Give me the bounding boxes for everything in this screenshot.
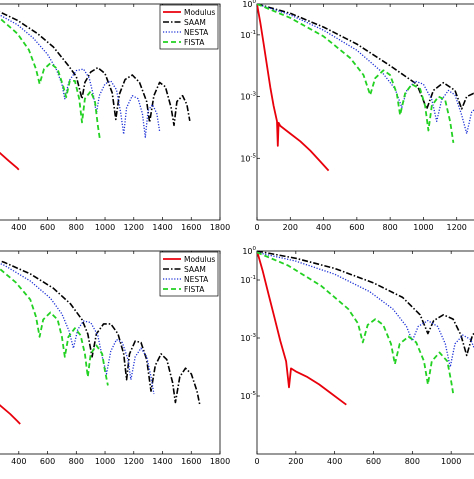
series-line-fista: [0, 17, 101, 141]
x-tick-label: 800: [69, 223, 84, 232]
x-tick-label: 800: [69, 457, 84, 466]
x-tick-label: 0: [254, 223, 259, 232]
legend-label-modulus: Modulus: [184, 8, 215, 17]
x-tick-label: 800: [383, 223, 398, 232]
y-tick-label: 10-1: [240, 30, 256, 40]
plot-frame: [256, 3, 474, 221]
x-tick-label: 400: [327, 457, 342, 466]
series-line-fista: [257, 4, 455, 144]
y-tick-label: 10-3: [240, 333, 256, 343]
plot-frame: [0, 3, 221, 221]
x-tick-label: 400: [316, 223, 331, 232]
chart-top-left: 400 600 800 1000 1200 1400 1600 1800 ModulusSAAM…: [0, 3, 230, 232]
series-line-modulus: [0, 151, 20, 171]
x-tick-label: 1000: [441, 457, 461, 466]
x-tick-label: 0: [254, 457, 259, 466]
x-tick-label: 600: [40, 223, 55, 232]
plot-frame: [0, 250, 221, 455]
series-line-saam: [0, 260, 201, 406]
legend-label-modulus: Modulus: [184, 255, 215, 264]
x-tick-label: 1000: [95, 223, 115, 232]
x-tick-label: 1400: [152, 223, 172, 232]
x-tick-label: 600: [40, 457, 55, 466]
series-group: [0, 260, 201, 425]
plot-frame: [256, 250, 474, 455]
series-line-modulus: [257, 251, 347, 406]
series-group: [257, 251, 474, 406]
chart-bottom-left: 400 600 800 1000 1200 1400 1600 1800 ModulusSAAM…: [0, 250, 230, 466]
series-line-nesta: [257, 4, 474, 135]
series-line-nesta: [257, 251, 474, 368]
legend-label-nesta: NESTA: [184, 275, 209, 284]
series-line-saam: [257, 4, 474, 110]
x-tick-label: 1800: [210, 457, 230, 466]
legend-label-nesta: NESTA: [184, 28, 209, 37]
x-tick-label: 400: [11, 223, 26, 232]
series-line-nesta: [0, 262, 155, 395]
x-tick-label: 1000: [95, 457, 115, 466]
x-tick-label: 1600: [181, 223, 201, 232]
x-tick-label: 200: [288, 457, 303, 466]
legend-label-saam: SAAM: [184, 18, 206, 27]
y-tick-label: 10-3: [240, 92, 256, 102]
series-line-fista: [0, 267, 109, 386]
x-tick-label: 800: [405, 457, 420, 466]
x-tick-label: 1200: [124, 457, 144, 466]
x-tick-label: 200: [283, 223, 298, 232]
legend-label-fista: FISTA: [184, 38, 205, 47]
series-line-saam: [0, 11, 191, 127]
y-tick-label: 10-1: [240, 275, 256, 285]
x-tick-label: 1200: [447, 223, 467, 232]
x-tick-label: 600: [366, 457, 381, 466]
chart-top-right: 020040060080010001200140010010-110-310-5: [240, 0, 474, 232]
series-line-modulus: [257, 4, 330, 172]
legend-label-saam: SAAM: [184, 265, 206, 274]
x-tick-label: 600: [349, 223, 364, 232]
x-tick-label: 1200: [124, 223, 144, 232]
series-line-fista: [257, 251, 454, 394]
x-tick-label: 1400: [152, 457, 172, 466]
y-tick-label: 10-5: [240, 391, 256, 401]
series-line-saam: [257, 251, 474, 357]
y-tick-label: 100: [242, 246, 256, 256]
x-tick-label: 1800: [210, 223, 230, 232]
y-tick-label: 10-5: [240, 153, 256, 163]
series-line-modulus: [0, 404, 21, 425]
series-line-nesta: [0, 14, 161, 138]
x-tick-label: 400: [11, 457, 26, 466]
x-tick-label: 1000: [413, 223, 433, 232]
series-group: [257, 4, 474, 172]
series-group: [0, 11, 191, 171]
y-tick-label: 100: [242, 0, 256, 9]
x-tick-label: 1600: [181, 457, 201, 466]
legend-label-fista: FISTA: [184, 285, 205, 294]
